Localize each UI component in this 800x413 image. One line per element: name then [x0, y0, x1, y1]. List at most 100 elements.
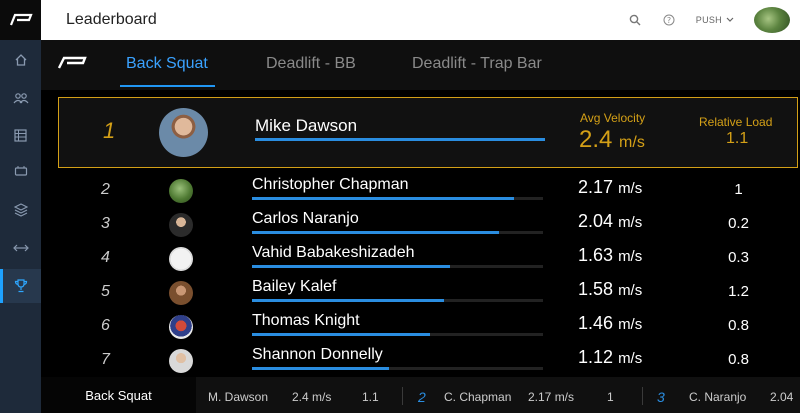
velocity-bar [252, 265, 543, 268]
leaderboard-row[interactable]: 5 Bailey Kalef 1.58 m/s 1.2 [41, 276, 800, 310]
velocity-bar-fill [252, 367, 389, 370]
relative-load: 0.8 [728, 351, 749, 368]
ticker-bar: Back Squat M. Dawson 2.4 m/s 1.1 2 C. Ch… [41, 377, 800, 413]
ticker-divider [642, 387, 643, 405]
exercise-tabs: Back Squat Deadlift - BB Deadlift - Trap… [41, 40, 800, 90]
velocity-unit: m/s [618, 180, 643, 197]
search-icon[interactable] [628, 13, 642, 27]
leader-name: Mike Dawson [255, 116, 358, 135]
ticker-load: 1 [607, 390, 614, 404]
velocity-unit: m/s [618, 282, 643, 299]
leader-card[interactable]: 1 Mike Dawson Avg Velocity 2.4 m/s Relat… [58, 97, 798, 168]
athlete-velocity: 2.04 m/s [578, 211, 642, 232]
athlete-velocity: 2.17 m/s [578, 177, 642, 198]
relative-load: 1.2 [728, 283, 749, 300]
velocity-value: 1.58 [578, 279, 614, 299]
relative-load: 1 [734, 181, 743, 198]
velocity-unit: m/s [618, 248, 643, 265]
layers-icon [13, 203, 28, 217]
ticker-exercise-label: Back Squat [41, 377, 196, 413]
leaderboard-row[interactable]: 4 Vahid Babakeshizadeh 1.63 m/s 0.3 [41, 242, 800, 276]
leaderboard: 1 Mike Dawson Avg Velocity 2.4 m/s Relat… [41, 90, 800, 377]
user-avatar[interactable] [754, 7, 790, 33]
sidebar-item-table[interactable] [0, 118, 41, 152]
leaderboard-row[interactable]: 3 Carlos Naranjo 2.04 m/s 0.2 [41, 208, 800, 242]
sidebar-item-layers[interactable] [0, 193, 41, 227]
sidebar-item-groups[interactable] [0, 81, 41, 115]
ticker-divider [402, 387, 403, 405]
leader-relative-load: 1.1 [726, 130, 749, 147]
active-tab-indicator [120, 85, 215, 87]
athlete-name: Vahid Babakeshizadeh [252, 244, 415, 261]
avg-velocity-label: Avg Velocity [580, 111, 646, 125]
velocity-bar-fill [252, 197, 514, 200]
athlete-avatar [169, 179, 193, 203]
ticker-name: M. Dawson [208, 390, 269, 404]
velocity-bar [252, 299, 543, 302]
tab-back-squat[interactable]: Back Squat [126, 55, 208, 72]
push-label: PUSH [695, 15, 722, 25]
velocity-value: 2.17 [578, 177, 614, 197]
row-rank: 6 [101, 317, 110, 334]
velocity-bar [252, 367, 543, 370]
tab-deadlift-trap-bar[interactable]: Deadlift - Trap Bar [412, 55, 542, 72]
tab-deadlift-bb[interactable]: Deadlift - BB [266, 55, 356, 72]
velocity-unit: m/s [618, 214, 643, 231]
ticker-rank: 2 [418, 389, 426, 405]
leaderboard-row[interactable]: 7 Shannon Donnelly 1.12 m/s 0.8 [41, 344, 800, 378]
athlete-velocity: 1.46 m/s [578, 313, 642, 334]
sidebar-item-weights[interactable] [0, 154, 41, 188]
sidebar-item-range[interactable] [0, 231, 41, 265]
row-rank: 3 [101, 215, 110, 232]
athlete-velocity: 1.58 m/s [578, 279, 642, 300]
leader-velocity-value: 2.4 [579, 126, 613, 153]
relative-load: 0.8 [728, 317, 749, 334]
leader-velocity: 2.4 m/s [579, 126, 645, 154]
velocity-unit: m/s [618, 316, 643, 333]
athlete-avatar [169, 315, 193, 339]
athlete-name: Carlos Naranjo [252, 210, 359, 227]
row-rank: 4 [101, 249, 110, 266]
ticker-name: C. Chapman [444, 390, 512, 404]
group-icon [13, 93, 28, 104]
ticker-velocity: 2.04 [770, 390, 794, 404]
brand-logo[interactable] [0, 0, 41, 40]
brand-logo-icon [9, 13, 33, 26]
row-rank: 5 [101, 283, 110, 300]
leader-velocity-unit: m/s [619, 134, 645, 151]
brand-logo-icon [57, 56, 87, 69]
athlete-avatar [169, 281, 193, 305]
velocity-bar [252, 231, 543, 234]
weight-icon [14, 166, 27, 176]
sidebar-item-home[interactable] [0, 43, 41, 77]
sidebar-item-leaderboard[interactable] [0, 269, 41, 303]
velocity-unit: m/s [618, 350, 643, 367]
athlete-avatar [169, 247, 193, 271]
leaderboard-row[interactable]: 2 Christopher Chapman 2.17 m/s 1 [41, 174, 800, 208]
help-icon[interactable]: ? [662, 13, 676, 27]
chevron-down-icon [726, 17, 734, 22]
velocity-value: 1.46 [578, 313, 614, 333]
athlete-avatar [169, 213, 193, 237]
leader-rank: 1 [103, 118, 116, 143]
ticker-rank: 3 [657, 389, 665, 405]
push-dropdown[interactable]: PUSH [696, 15, 734, 25]
ticker-load: 1.1 [362, 390, 379, 404]
velocity-bar-fill [252, 231, 500, 234]
range-icon [12, 244, 29, 252]
ticker-velocity: 2.4 m/s [292, 390, 332, 404]
athlete-name: Thomas Knight [252, 312, 360, 329]
ticker-name: C. Naranjo [689, 390, 747, 404]
page-title: Leaderboard [66, 11, 157, 28]
velocity-value: 1.12 [578, 347, 614, 367]
leader-velocity-bar-fill [255, 138, 545, 141]
ticker-velocity: 2.17 m/s [528, 390, 575, 404]
leader-avatar [159, 108, 208, 157]
row-rank: 2 [101, 181, 110, 198]
athlete-name: Christopher Chapman [252, 176, 409, 193]
leader-velocity-bar [255, 138, 545, 141]
trophy-icon [14, 279, 27, 293]
leaderboard-row[interactable]: 6 Thomas Knight 1.46 m/s 0.8 [41, 310, 800, 344]
velocity-bar [252, 197, 543, 200]
